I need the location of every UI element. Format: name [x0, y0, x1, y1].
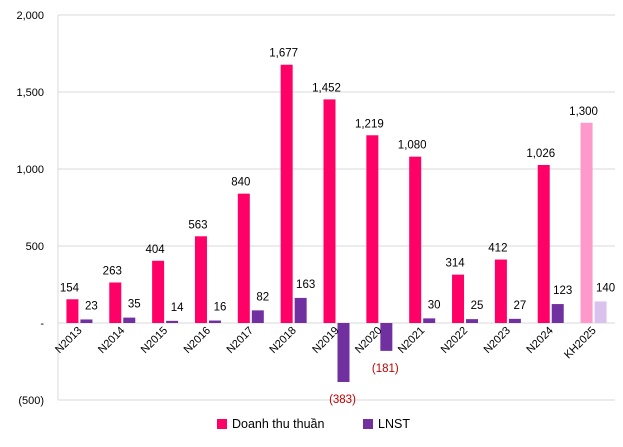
y-tick-label: - [40, 318, 44, 330]
y-axis-ticks: 2,000 1,500 1,000 500 - (500) [16, 10, 44, 407]
bar-lnst [166, 320, 179, 323]
bar-revenue [452, 274, 465, 323]
y-tick-label: 500 [26, 241, 44, 253]
bar-revenue [323, 99, 336, 323]
x-tick-label: N2023 [482, 325, 513, 356]
data-label-lnst: 82 [256, 291, 269, 303]
data-label-revenue: 1,219 [355, 118, 384, 130]
data-label-revenue: 1,452 [312, 82, 341, 94]
bar-lnst [294, 297, 307, 323]
legend-label-lnst: LNST [378, 417, 410, 431]
bars [66, 64, 607, 382]
data-label-revenue: 263 [103, 265, 122, 277]
bar-revenue [409, 156, 422, 323]
bar-revenue [109, 282, 122, 323]
data-label-lnst: 30 [428, 299, 441, 311]
data-label-revenue: 1,300 [569, 106, 598, 118]
data-label-revenue: 1,026 [526, 148, 555, 160]
data-label-lnst: 27 [513, 300, 526, 312]
data-label-lnst: 140 [596, 282, 615, 294]
x-tick-label: N2020 [353, 325, 384, 356]
data-label-revenue: 1,677 [269, 48, 298, 60]
data-label-revenue: 154 [60, 282, 80, 294]
x-tick-label: N2018 [267, 325, 298, 356]
bar-revenue [280, 64, 293, 323]
bar-revenue [194, 236, 207, 323]
data-label-lnst: 163 [296, 279, 315, 291]
x-tick-label: N2014 [96, 325, 127, 356]
bar-lnst [508, 318, 521, 323]
bar-revenue [494, 259, 507, 323]
x-tick-label: N2022 [439, 325, 470, 356]
y-tick-label: 2,000 [16, 10, 44, 22]
bar-lnst [423, 318, 436, 323]
bar-lnst [80, 319, 93, 323]
data-label-lnst: 123 [553, 285, 572, 297]
data-label-lnst: 35 [128, 299, 141, 311]
bar-revenue [66, 299, 79, 323]
bar-revenue [580, 122, 593, 323]
data-label-lnst: 25 [471, 300, 484, 312]
data-label-revenue: 563 [188, 219, 207, 231]
x-tick-label: N2016 [182, 325, 213, 356]
legend-swatch-revenue [217, 419, 227, 429]
x-axis-ticks: N2013 N2014 N2015 N2016 N2017 N2018 N2019 N2020… [53, 325, 599, 362]
bar-lnst [337, 323, 350, 382]
bar-lnst [594, 301, 607, 323]
legend-swatch-lnst [363, 419, 373, 429]
data-label-lnst: 14 [171, 302, 184, 314]
x-tick-label: N2017 [225, 325, 256, 356]
legend-label-revenue: Doanh thu thuần [232, 417, 324, 431]
legend: Doanh thu thuần LNST [217, 417, 410, 431]
gridlines [57, 14, 615, 401]
bar-revenue [152, 260, 165, 323]
data-label-lnst: (383) [329, 394, 356, 406]
data-label-revenue: 1,080 [398, 140, 427, 152]
bar-lnst [251, 310, 264, 323]
x-tick-label: N2024 [524, 325, 555, 356]
bar-lnst [551, 304, 564, 323]
bar-revenue [366, 135, 379, 323]
bar-revenue [237, 193, 250, 323]
data-label-revenue: 404 [146, 244, 166, 256]
x-tick-label: N2015 [139, 325, 170, 356]
data-label-revenue: 412 [488, 243, 507, 255]
data-label-revenue: 314 [445, 258, 465, 270]
bar-lnst [380, 323, 393, 351]
data-label-lnst: 16 [214, 302, 227, 314]
data-label-lnst: 23 [85, 300, 98, 312]
y-tick-label: (500) [18, 395, 44, 407]
data-labels: 154 23 263 35 404 14 563 16 840 82 1,677 163 1,452 (3… [60, 48, 615, 406]
y-tick-label: 1,000 [16, 164, 44, 176]
bar-lnst [123, 317, 136, 323]
bar-lnst [466, 319, 479, 323]
bar-lnst [208, 320, 221, 323]
x-tick-label: N2021 [396, 325, 427, 356]
bar-revenue [537, 164, 550, 323]
x-tick-label: N2019 [310, 325, 341, 356]
data-label-revenue: 840 [231, 177, 250, 189]
y-tick-label: 1,500 [16, 87, 44, 99]
data-label-lnst: (181) [372, 363, 399, 375]
x-tick-label: KH2025 [562, 325, 599, 362]
